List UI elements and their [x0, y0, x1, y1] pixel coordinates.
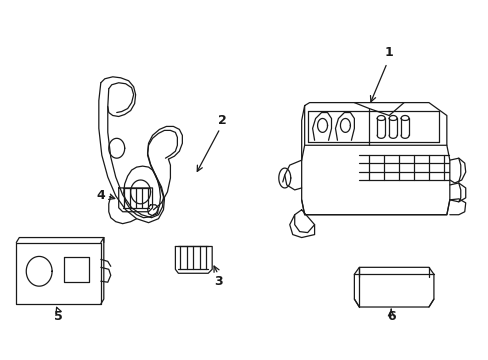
Text: 5: 5: [54, 310, 62, 323]
Text: 4: 4: [96, 189, 104, 202]
Text: 2: 2: [217, 114, 226, 127]
Text: 1: 1: [384, 46, 393, 59]
Text: 6: 6: [386, 310, 395, 323]
Text: 3: 3: [213, 275, 222, 288]
